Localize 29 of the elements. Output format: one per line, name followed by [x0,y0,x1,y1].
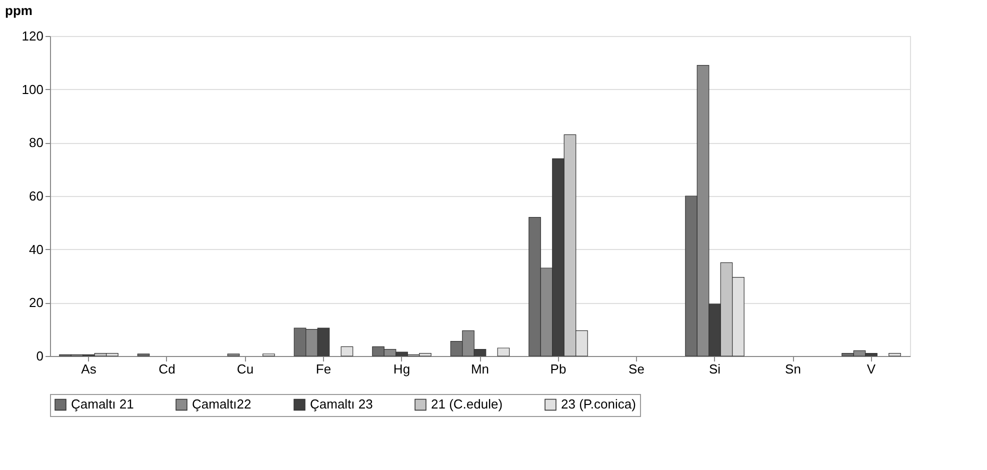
y-tick-label: 40 [29,242,44,257]
x-tick-label: Sn [785,362,801,376]
y-tick-label: 100 [22,82,44,97]
x-tick-label: Hg [393,362,410,376]
x-tick-label: Si [708,362,721,376]
y-tick-label: 20 [29,295,44,310]
x-tick-label: V [866,362,876,376]
bar [497,348,510,356]
legend-label: 21 (C.edule) [431,396,503,412]
x-tick-label: As [81,362,97,376]
legend-label: 23 (P.conica) [561,396,636,412]
y-tick-label: 120 [22,28,44,44]
x-tick-label: Cu [236,362,254,376]
x-tick-label: Se [628,362,644,376]
y-tick-label: 80 [29,135,44,150]
bar [137,354,150,356]
legend-label: Çamaltı 21 [71,396,134,412]
x-tick-label: Mn [470,362,490,376]
y-tick-label: 0 [36,348,44,364]
x-tick-label: Pb [550,362,566,376]
bar [340,346,354,356]
y-axis-title: ppm [5,3,32,18]
y-tick-label: 60 [29,188,44,204]
bar [262,354,275,356]
x-tick-label: Cd [158,362,176,376]
legend-label: Çamaltı 23 [310,396,373,412]
legend-label: Çamaltı22 [192,396,252,412]
x-tick-label: Fe [316,362,332,376]
bar [888,353,901,356]
